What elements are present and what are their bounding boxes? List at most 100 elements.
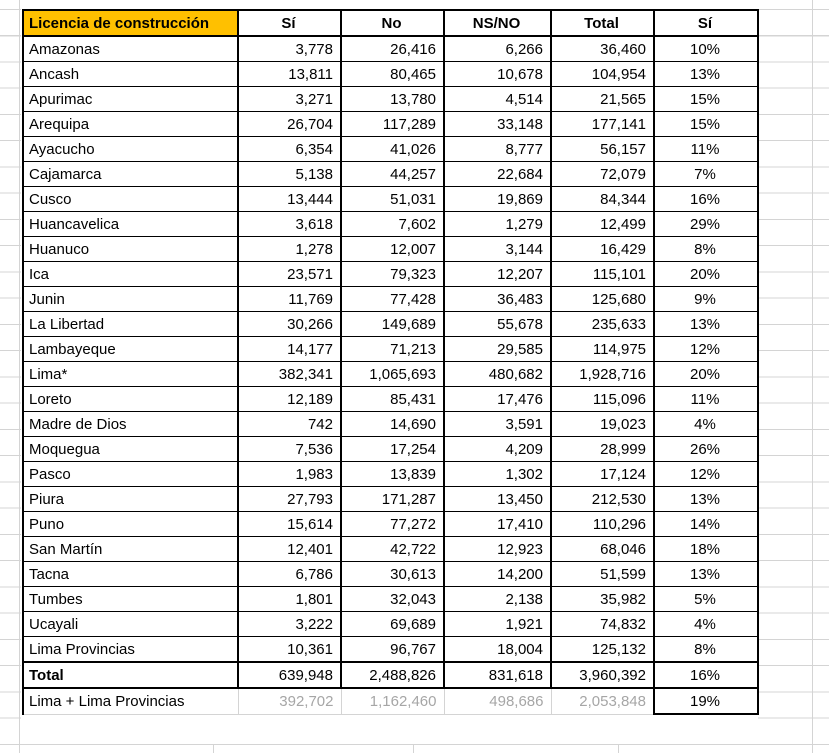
nsno-cell[interactable]: 3,591 — [443, 411, 552, 437]
si-cell[interactable]: 1,278 — [237, 236, 342, 262]
si-cell[interactable]: 3,222 — [237, 611, 342, 637]
no-cell[interactable]: 42,722 — [340, 536, 445, 562]
footer-label-cell[interactable]: Lima + Lima Provincias — [22, 687, 239, 715]
si-cell[interactable]: 12,189 — [237, 386, 342, 412]
no-cell[interactable]: 7,602 — [340, 211, 445, 237]
region-cell[interactable]: Lima* — [22, 361, 239, 387]
nsno-cell[interactable]: 33,148 — [443, 111, 552, 137]
region-cell[interactable]: Lima Provincias — [22, 636, 239, 663]
region-cell[interactable]: Amazonas — [22, 35, 239, 62]
total-cell[interactable]: 115,101 — [550, 261, 655, 287]
nsno-cell[interactable]: 12,923 — [443, 536, 552, 562]
no-cell[interactable]: 26,416 — [340, 35, 445, 62]
column-header-no[interactable]: No — [340, 9, 445, 37]
si-cell[interactable]: 3,618 — [237, 211, 342, 237]
nsno-cell[interactable]: 12,207 — [443, 261, 552, 287]
total-si-cell[interactable]: 639,948 — [237, 661, 342, 689]
column-header-nsno[interactable]: NS/NO — [443, 9, 552, 37]
no-cell[interactable]: 85,431 — [340, 386, 445, 412]
nsno-cell[interactable]: 29,585 — [443, 336, 552, 362]
no-cell[interactable]: 77,272 — [340, 511, 445, 537]
pct-cell[interactable]: 4% — [653, 611, 759, 637]
total-cell[interactable]: 56,157 — [550, 136, 655, 162]
total-cell[interactable]: 104,954 — [550, 61, 655, 87]
si-cell[interactable]: 6,354 — [237, 136, 342, 162]
nsno-cell[interactable]: 480,682 — [443, 361, 552, 387]
no-cell[interactable]: 14,690 — [340, 411, 445, 437]
region-cell[interactable]: Piura — [22, 486, 239, 512]
no-cell[interactable]: 17,254 — [340, 436, 445, 462]
si-cell[interactable]: 5,138 — [237, 161, 342, 187]
nsno-cell[interactable]: 22,684 — [443, 161, 552, 187]
pct-cell[interactable]: 12% — [653, 461, 759, 487]
total-label-cell[interactable]: Total — [22, 661, 239, 689]
column-header-si-pct[interactable]: Sí — [653, 9, 759, 37]
nsno-cell[interactable]: 17,410 — [443, 511, 552, 537]
total-cell[interactable]: 36,460 — [550, 35, 655, 62]
nsno-cell[interactable]: 1,302 — [443, 461, 552, 487]
region-cell[interactable]: Moquegua — [22, 436, 239, 462]
region-cell[interactable]: Lambayeque — [22, 336, 239, 362]
region-cell[interactable]: Ica — [22, 261, 239, 287]
nsno-cell[interactable]: 14,200 — [443, 561, 552, 587]
si-cell[interactable]: 27,793 — [237, 486, 342, 512]
nsno-cell[interactable]: 19,869 — [443, 186, 552, 212]
total-nsno-cell[interactable]: 831,618 — [443, 661, 552, 689]
si-cell[interactable]: 14,177 — [237, 336, 342, 362]
region-cell[interactable]: Cajamarca — [22, 161, 239, 187]
total-cell[interactable]: 72,079 — [550, 161, 655, 187]
no-cell[interactable]: 13,780 — [340, 86, 445, 112]
total-cell[interactable]: 110,296 — [550, 511, 655, 537]
pct-cell[interactable]: 26% — [653, 436, 759, 462]
si-cell[interactable]: 13,811 — [237, 61, 342, 87]
no-cell[interactable]: 44,257 — [340, 161, 445, 187]
total-cell[interactable]: 235,633 — [550, 311, 655, 337]
pct-cell[interactable]: 8% — [653, 636, 759, 663]
region-cell[interactable]: Huanuco — [22, 236, 239, 262]
nsno-cell[interactable]: 1,279 — [443, 211, 552, 237]
footer-total-cell[interactable]: 2,053,848 — [550, 687, 655, 715]
pct-cell[interactable]: 12% — [653, 336, 759, 362]
total-cell[interactable]: 16,429 — [550, 236, 655, 262]
nsno-cell[interactable]: 1,921 — [443, 611, 552, 637]
footer-si-cell[interactable]: 392,702 — [237, 687, 342, 715]
total-cell[interactable]: 28,999 — [550, 436, 655, 462]
no-cell[interactable]: 171,287 — [340, 486, 445, 512]
region-cell[interactable]: La Libertad — [22, 311, 239, 337]
pct-cell[interactable]: 13% — [653, 486, 759, 512]
si-cell[interactable]: 26,704 — [237, 111, 342, 137]
region-cell[interactable]: San Martín — [22, 536, 239, 562]
pct-cell[interactable]: 11% — [653, 386, 759, 412]
total-cell[interactable]: 125,132 — [550, 636, 655, 663]
total-cell[interactable]: 125,680 — [550, 286, 655, 312]
total-cell[interactable]: 19,023 — [550, 411, 655, 437]
pct-cell[interactable]: 15% — [653, 111, 759, 137]
pct-cell[interactable]: 29% — [653, 211, 759, 237]
si-cell[interactable]: 742 — [237, 411, 342, 437]
footer-no-cell[interactable]: 1,162,460 — [340, 687, 445, 715]
no-cell[interactable]: 32,043 — [340, 586, 445, 612]
nsno-cell[interactable]: 55,678 — [443, 311, 552, 337]
nsno-cell[interactable]: 4,514 — [443, 86, 552, 112]
region-cell[interactable]: Arequipa — [22, 111, 239, 137]
footer-pct-cell[interactable]: 19% — [653, 687, 759, 715]
region-cell[interactable]: Apurimac — [22, 86, 239, 112]
si-cell[interactable]: 10,361 — [237, 636, 342, 663]
si-cell[interactable]: 11,769 — [237, 286, 342, 312]
pct-cell[interactable]: 13% — [653, 311, 759, 337]
nsno-cell[interactable]: 3,144 — [443, 236, 552, 262]
nsno-cell[interactable]: 17,476 — [443, 386, 552, 412]
total-cell[interactable]: 74,832 — [550, 611, 655, 637]
region-cell[interactable]: Junin — [22, 286, 239, 312]
si-cell[interactable]: 23,571 — [237, 261, 342, 287]
pct-cell[interactable]: 5% — [653, 586, 759, 612]
no-cell[interactable]: 12,007 — [340, 236, 445, 262]
pct-cell[interactable]: 16% — [653, 186, 759, 212]
pct-cell[interactable]: 18% — [653, 536, 759, 562]
si-cell[interactable]: 7,536 — [237, 436, 342, 462]
total-total-cell[interactable]: 3,960,392 — [550, 661, 655, 689]
si-cell[interactable]: 1,983 — [237, 461, 342, 487]
total-cell[interactable]: 35,982 — [550, 586, 655, 612]
pct-cell[interactable]: 10% — [653, 35, 759, 62]
nsno-cell[interactable]: 13,450 — [443, 486, 552, 512]
